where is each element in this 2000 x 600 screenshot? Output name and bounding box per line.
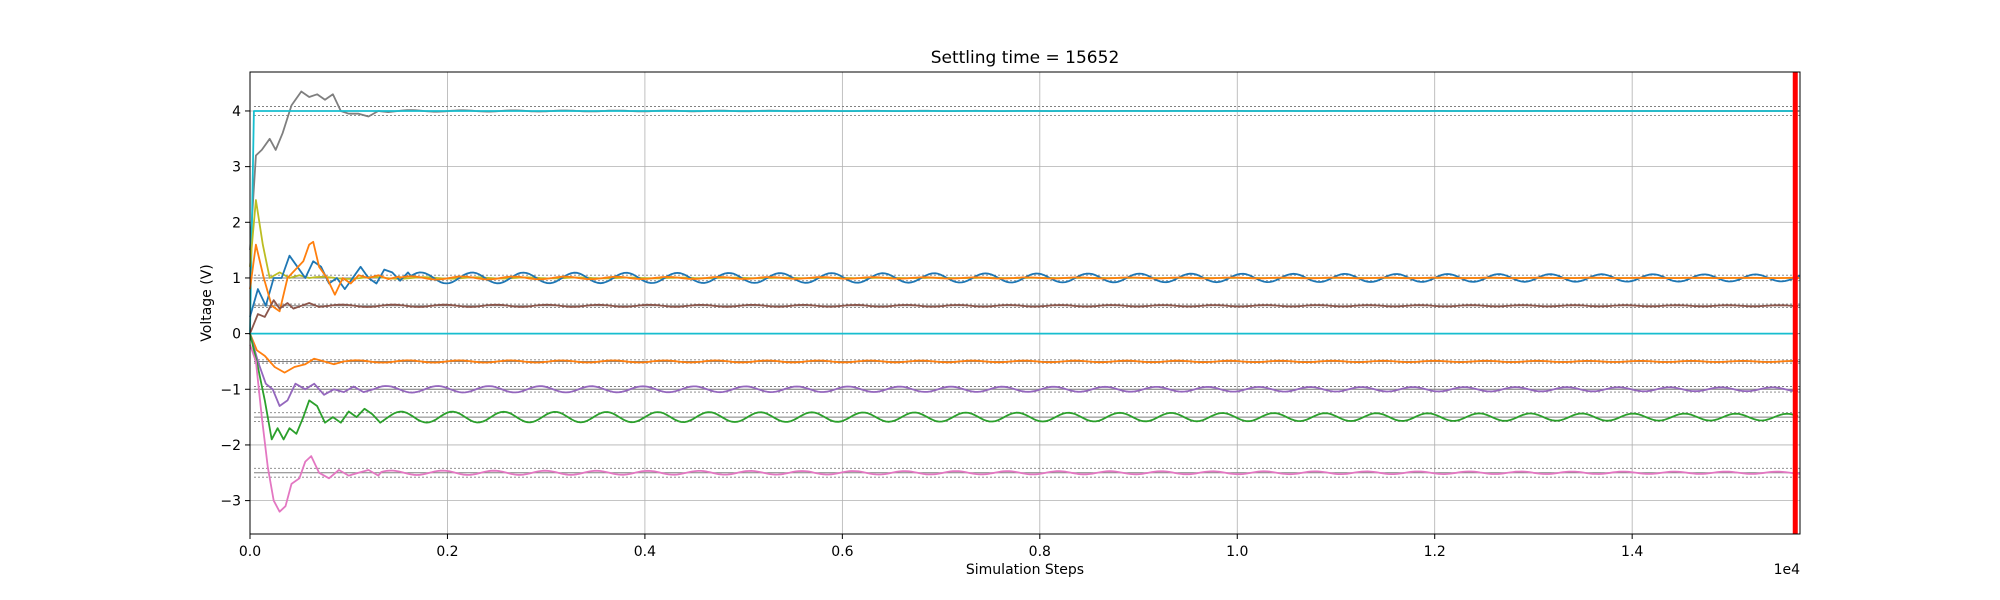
y-tick-label: 4 <box>232 104 241 120</box>
plot-frame <box>249 71 1801 535</box>
y-tick-label: −1 <box>220 382 241 398</box>
x-tick-label: 0.0 <box>239 544 261 560</box>
y-tick-label: 1 <box>232 271 241 287</box>
x-tick-label: 0.4 <box>634 544 656 560</box>
x-axis-label: Simulation Steps <box>966 562 1084 578</box>
y-tick-label: 2 <box>232 215 241 231</box>
series-line <box>249 240 1799 313</box>
series-line <box>249 344 1801 513</box>
series-line <box>249 110 1798 334</box>
y-tick-label: −2 <box>220 438 241 454</box>
x-multiplier-label: 1e4 <box>1774 562 1801 578</box>
chart-title: Settling time = 15652 <box>931 48 1120 68</box>
x-tick-label: 0.2 <box>436 544 458 560</box>
series-line <box>249 333 1799 441</box>
y-tick-label: 3 <box>232 160 241 176</box>
x-tick-label: 1.2 <box>1424 544 1446 560</box>
x-tick-label: 0.6 <box>831 544 853 560</box>
series-line <box>249 333 1799 407</box>
y-tick-label: −3 <box>220 494 241 510</box>
series-lines <box>249 90 1801 513</box>
x-tick-label: 1.4 <box>1621 544 1643 560</box>
series-line <box>249 299 1799 334</box>
x-tick-label: 0.8 <box>1029 544 1051 560</box>
y-tick-label: 0 <box>232 327 241 343</box>
series-line <box>249 333 1799 374</box>
x-tick-label: 1.0 <box>1226 544 1248 560</box>
axis-ticks: 0.0 0.2 0.4 0.6 0.8 1.0 1.2 1.4 −3 −2 −1 0 1 2 3 4 <box>220 104 1643 560</box>
y-axis-label: Voltage (V) <box>199 264 215 341</box>
